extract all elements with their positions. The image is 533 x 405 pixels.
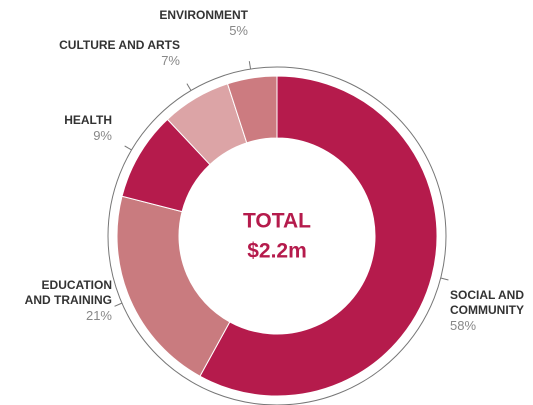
leader-line (186, 83, 192, 91)
donut-segment (226, 75, 278, 144)
segment-label: ENVIRONMENT 5% (120, 8, 248, 38)
leader-line (124, 145, 132, 151)
percent-label: 7% (161, 53, 180, 68)
percent-label: 58% (450, 318, 477, 333)
percent-label: 21% (85, 308, 112, 323)
donut-segment (116, 195, 231, 377)
segment-label: HEALTH 9% (12, 113, 112, 143)
category-name: HEALTH (64, 113, 112, 127)
category-name: SOCIAL AND COMMUNITY (450, 288, 525, 317)
segment-label: EDUCATION AND TRAINING 21% (22, 278, 112, 323)
category-name: EDUCATION AND TRAINING (24, 278, 112, 307)
category-name: ENVIRONMENT (159, 8, 248, 22)
segment-label: SOCIAL AND COMMUNITY 58% (450, 288, 533, 333)
leader-line (440, 277, 449, 281)
leader-line (248, 61, 252, 70)
leader-line (114, 302, 123, 307)
percent-label: 9% (93, 128, 112, 143)
category-name: CULTURE AND ARTS (59, 38, 180, 52)
center-value: $2.2m (247, 240, 307, 263)
donut-segment (199, 75, 438, 397)
outer-ring (107, 66, 447, 405)
center-title: TOTAL (243, 210, 311, 233)
percent-label: 5% (229, 23, 248, 38)
segment-label: CULTURE AND ARTS 7% (30, 38, 180, 68)
